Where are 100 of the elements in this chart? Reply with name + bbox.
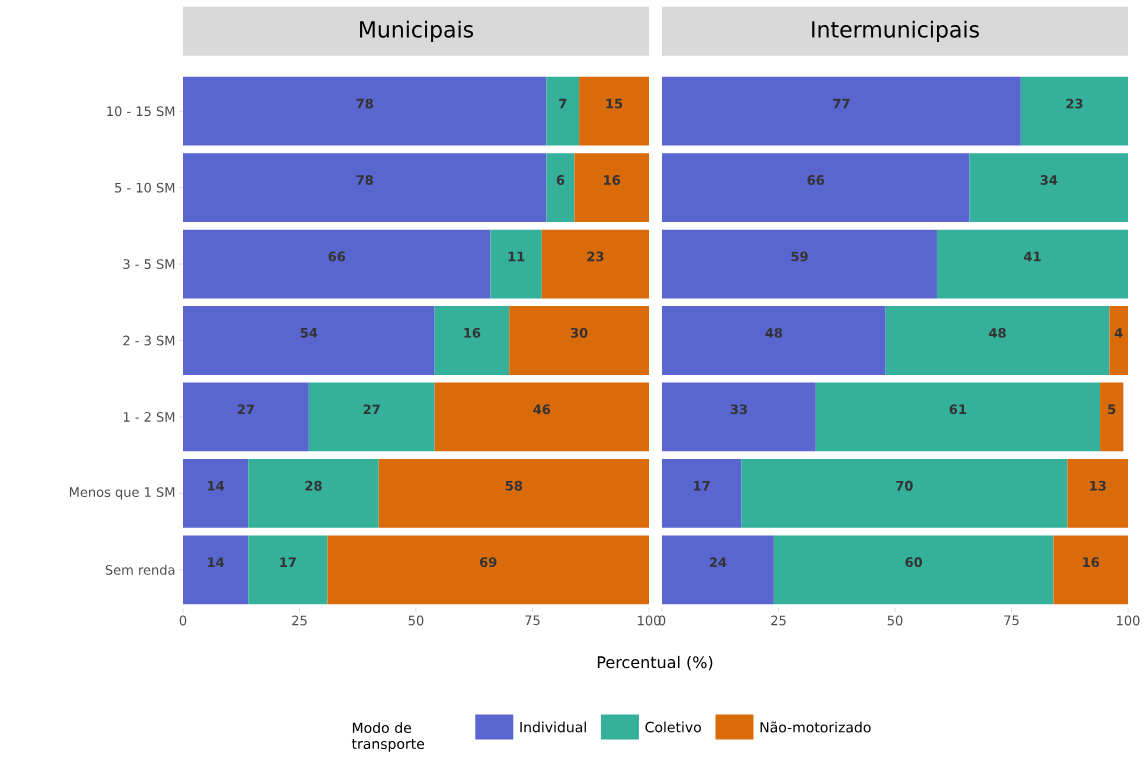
data-label: 60	[905, 557, 923, 568]
bar	[662, 76, 1021, 146]
bar	[183, 153, 547, 223]
bar	[662, 458, 742, 528]
bar	[378, 458, 650, 528]
bar	[546, 76, 580, 146]
x-axis-title: Percentual (%)	[597, 655, 713, 671]
data-label: 15	[606, 98, 623, 109]
data-label: 46	[533, 404, 551, 415]
data-label: 14	[208, 557, 225, 567]
data-label: 70	[896, 480, 913, 491]
bar	[248, 458, 379, 528]
legend-title: Modo de transporte	[351, 722, 425, 752]
data-label: 23	[1066, 98, 1083, 109]
data-label: 77	[833, 98, 850, 109]
x-tick-label: 50	[887, 615, 903, 626]
data-label: 78	[356, 175, 373, 185]
x-tick-label: 75	[525, 615, 540, 626]
data-label: 30	[570, 327, 588, 338]
bar	[434, 382, 650, 452]
bar	[662, 382, 816, 452]
y-tick-label: 3 - 5 SM	[123, 259, 175, 269]
data-label: 34	[1040, 175, 1058, 185]
chart-title: Intermunicipais	[812, 20, 979, 42]
bar	[183, 76, 547, 146]
data-label: 16	[464, 327, 481, 338]
bar	[183, 458, 249, 528]
data-label: 5	[1108, 404, 1116, 415]
x-tick-label: 25	[771, 615, 786, 626]
data-label: 11	[508, 251, 525, 262]
bar	[1109, 306, 1129, 375]
data-label: 17	[280, 557, 296, 567]
bar	[969, 153, 1129, 223]
bar	[662, 306, 886, 375]
data-label: 23	[587, 251, 604, 262]
bar	[248, 535, 328, 605]
x-tick-label: 100	[1117, 615, 1140, 626]
bar	[183, 382, 309, 452]
bar	[327, 535, 650, 605]
y-tick-label: 10 - 15 SM	[107, 106, 175, 117]
data-label: 27	[237, 404, 254, 415]
bar	[662, 229, 937, 299]
data-label: 13	[1090, 480, 1106, 491]
data-label: 66	[807, 175, 825, 185]
data-label: 58	[505, 480, 523, 491]
data-label: 61	[949, 404, 967, 415]
data-label: 17	[694, 480, 710, 491]
legend-label: Não-motorizado	[760, 721, 871, 733]
chart-title: Municipais	[360, 20, 474, 42]
data-label: 14	[208, 480, 225, 491]
bar	[1053, 535, 1129, 605]
x-tick-label: 25	[292, 615, 307, 626]
data-label: 48	[989, 327, 1006, 338]
bar	[183, 535, 249, 605]
bar	[1067, 458, 1129, 528]
data-label: 28	[305, 480, 322, 491]
bar	[579, 76, 650, 146]
bar	[815, 382, 1101, 452]
bar	[509, 306, 650, 375]
data-label: 78	[356, 98, 373, 109]
x-tick-label: 0	[179, 615, 187, 626]
legend-label: Coletivo	[645, 721, 701, 733]
data-label: 66	[328, 251, 346, 262]
bar	[183, 229, 491, 299]
data-label: 16	[1083, 557, 1100, 568]
legend-label: Individual	[520, 721, 586, 733]
data-label: 16	[604, 175, 621, 185]
data-label: 59	[791, 251, 808, 262]
data-label: 41	[1024, 251, 1041, 262]
y-tick-label: Menos que 1 SM	[69, 487, 175, 500]
data-label: 4	[1114, 328, 1123, 338]
x-tick-label: 50	[408, 615, 424, 626]
data-label: 27	[363, 404, 380, 415]
bar	[936, 229, 1129, 299]
bar	[308, 382, 435, 452]
y-tick-label: 1 - 2 SM	[123, 412, 175, 422]
data-label: 6	[556, 175, 565, 185]
bar	[1020, 76, 1129, 146]
y-tick-label: 5 - 10 SM	[115, 182, 175, 193]
bar	[490, 229, 542, 299]
bar	[546, 153, 575, 223]
bar	[662, 535, 774, 605]
bar	[541, 229, 650, 299]
x-tick-label: 75	[1004, 615, 1019, 626]
y-tick-label: Sem renda	[105, 564, 175, 575]
data-label: 33	[730, 404, 747, 415]
bar	[434, 306, 510, 375]
y-tick-label: 2 - 3 SM	[123, 335, 175, 346]
bar	[773, 535, 1054, 605]
data-label: 24	[709, 557, 727, 567]
bar	[662, 153, 970, 223]
bar	[183, 306, 435, 375]
bar	[885, 306, 1110, 375]
data-label: 48	[765, 327, 783, 338]
bar	[741, 458, 1068, 528]
data-label: 7	[559, 98, 567, 109]
data-label: 69	[479, 557, 497, 568]
data-label: 54	[300, 328, 318, 338]
bar	[574, 153, 650, 223]
bar	[1100, 382, 1124, 452]
